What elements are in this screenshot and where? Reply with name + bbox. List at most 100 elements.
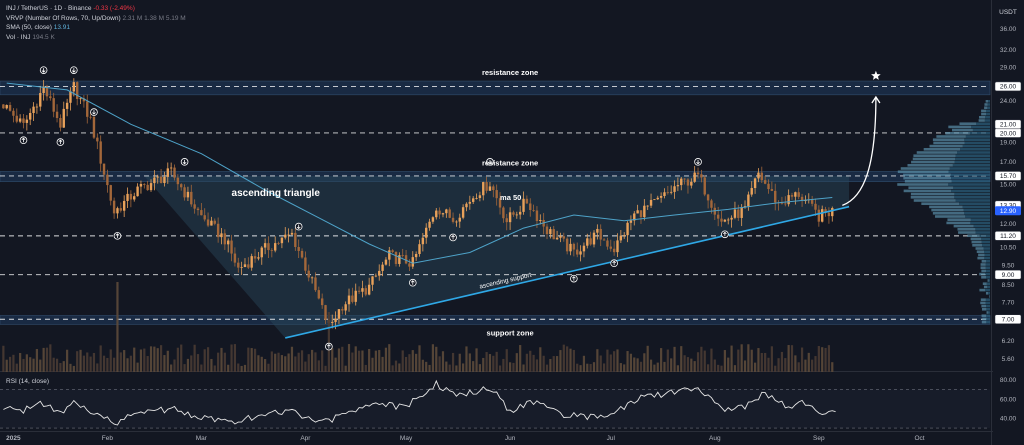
vp-bar-up (979, 116, 986, 119)
price-tick-5: 9.50 (1002, 262, 1015, 269)
volume-bar (505, 349, 508, 372)
candle-body (18, 118, 22, 122)
vol-label[interactable]: Vol · INJ (6, 33, 31, 41)
volume-bar (314, 352, 317, 372)
volume-bar (428, 364, 431, 372)
candle-body (810, 199, 814, 204)
time-tick-4: May (400, 435, 413, 442)
vp-bar-up (981, 314, 987, 317)
volume-bar (173, 359, 176, 372)
candle-body (539, 219, 542, 222)
vp-bar-down (976, 122, 990, 125)
candle-body (89, 116, 92, 118)
symbol-label[interactable]: INJ / TetherUS · 1D · Binance (6, 5, 92, 12)
triangle-label: ascending triangle (232, 188, 321, 199)
vp-bar-down (985, 109, 990, 113)
candle-body (227, 240, 230, 245)
volume-bar (572, 349, 575, 372)
arrow-down-icon (488, 159, 492, 165)
candle-body (831, 208, 834, 217)
candle-body (576, 249, 579, 255)
sma-label[interactable]: SMA (50, close) (6, 24, 52, 31)
candle-body (119, 208, 123, 211)
candle-body (2, 104, 5, 109)
price-tag-label: 13.30 (1000, 203, 1017, 210)
candle-body (102, 163, 106, 175)
volume-bar (465, 346, 468, 372)
zone-label-2: support zone (487, 328, 534, 337)
candle-body (263, 243, 267, 248)
volume-bar (821, 347, 824, 372)
volume-bar (284, 356, 287, 372)
candle-body (354, 290, 357, 302)
candle-body (163, 176, 166, 184)
candle-body (280, 237, 284, 244)
volume-bar (22, 358, 25, 372)
vp-bar-up (913, 154, 956, 157)
candle-body (817, 209, 821, 222)
candle-body (59, 117, 62, 128)
candle-body (522, 198, 525, 212)
ascending-support-line (285, 205, 850, 339)
sma-value: 13.91 (53, 24, 70, 31)
vp-bar-up (981, 308, 987, 311)
candle-body (740, 207, 743, 218)
volume-bar (139, 349, 143, 372)
vp-bar-down (970, 218, 990, 221)
candle-body (287, 234, 290, 236)
price-tag-label: 9.00 (1002, 272, 1015, 279)
volume-bar (468, 353, 471, 372)
volume-bar (666, 349, 669, 372)
zone-band-1 (0, 171, 991, 182)
arrow-down-icon (696, 159, 700, 165)
volume-bar (462, 363, 465, 372)
time-tick-6: Jul (607, 435, 616, 442)
candle-body (173, 167, 176, 178)
vrvp-label[interactable]: VRVP (Number Of Rows, 70, Up/Down) (6, 14, 121, 22)
candle-body (82, 98, 86, 102)
vp-bar-down (959, 202, 990, 205)
candle-body (86, 101, 89, 117)
price-tag-bg (995, 206, 1021, 216)
candle-body (552, 229, 555, 240)
volume-bar (257, 355, 260, 372)
candle-body (237, 262, 240, 268)
volume-bar (66, 349, 69, 372)
volume-bar (344, 365, 347, 372)
arrow-up-icon (115, 233, 120, 238)
volume-bar (800, 347, 804, 372)
vp-bar-up (912, 157, 956, 161)
volume-bar (294, 356, 297, 372)
volume-bar (193, 344, 196, 372)
candle-body (223, 233, 227, 245)
candle-body (666, 192, 670, 194)
candle-body (518, 211, 522, 215)
candle-body (337, 309, 341, 319)
vp-bar-up (959, 122, 977, 125)
candle-body (492, 186, 495, 191)
candle-body (200, 210, 203, 216)
candle-body (404, 255, 408, 264)
volume-bar (660, 348, 663, 372)
down-arrow-marker-5 (486, 158, 494, 166)
candle-body (471, 198, 475, 202)
vp-bar-up (910, 192, 955, 196)
candle-body (498, 198, 502, 208)
volume-bar (347, 344, 351, 372)
volume-bar (710, 348, 713, 372)
candle-body (341, 309, 344, 311)
volume-bar (136, 362, 139, 372)
volume-bar (32, 358, 35, 372)
vp-bar-down (981, 240, 990, 244)
candle-body (22, 118, 25, 123)
candle-body (156, 176, 159, 178)
candle-body (304, 257, 307, 271)
price-tick-10: 19.00 (1000, 139, 1017, 146)
vp-bar-down (953, 186, 990, 189)
volume-bar (764, 352, 767, 372)
price-tag-bg (994, 269, 1022, 280)
volume-bar (686, 357, 690, 372)
volume-bar (569, 348, 572, 372)
candle-body (344, 304, 347, 311)
